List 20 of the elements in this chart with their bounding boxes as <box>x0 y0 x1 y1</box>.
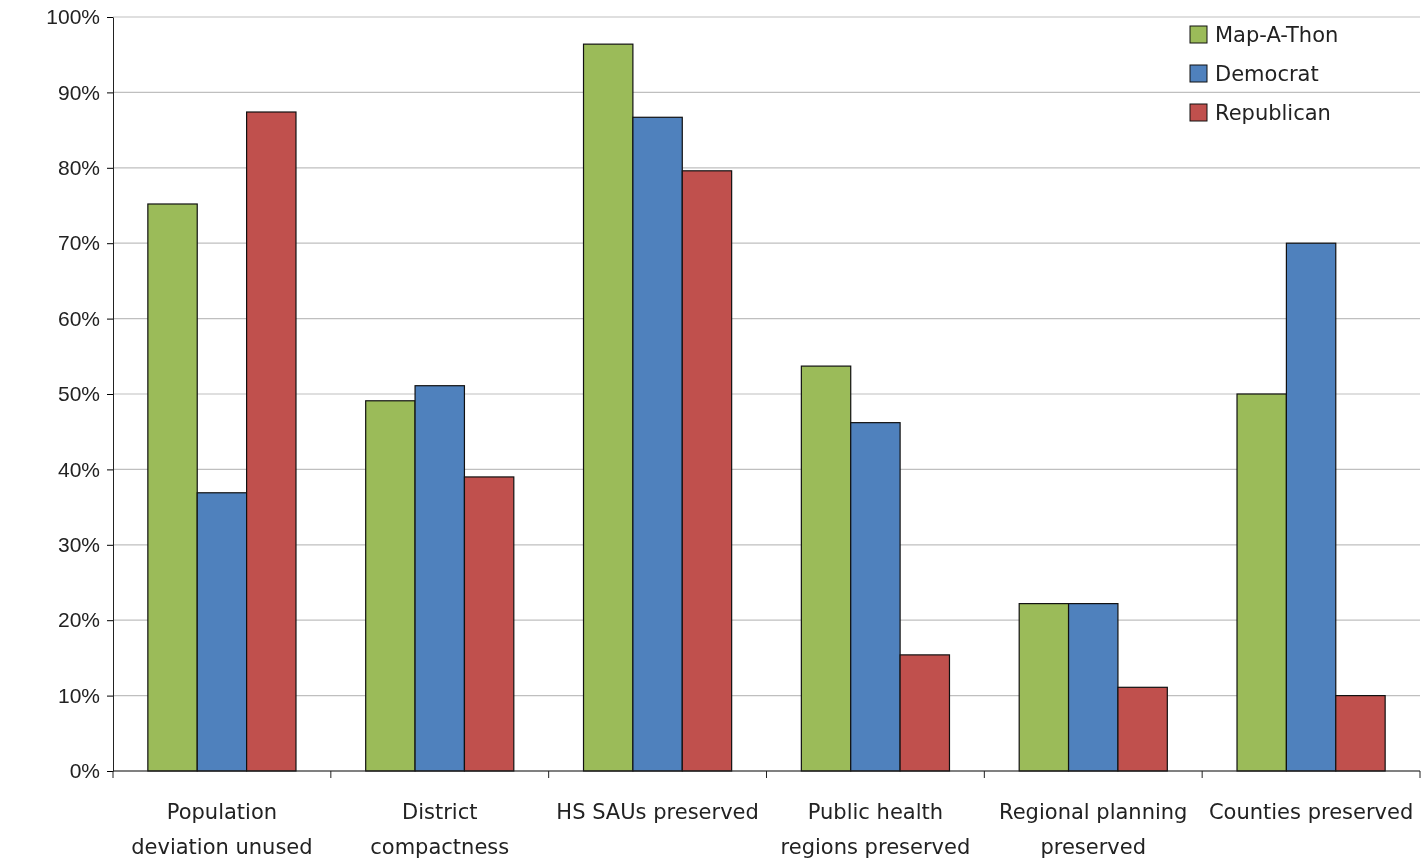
y-tick-label: 100% <box>46 5 100 29</box>
y-tick-label: 20% <box>57 608 100 632</box>
x-tick-label: HS SAUs preserved <box>556 800 759 824</box>
y-tick-label: 30% <box>57 533 100 557</box>
y-tick-label: 10% <box>57 683 100 707</box>
y-tick-label: 90% <box>57 80 100 104</box>
x-tick-label: Population deviation unused <box>131 800 313 859</box>
y-tick-label: 70% <box>57 231 100 255</box>
y-tick-label: 80% <box>57 156 100 180</box>
x-tick-label: Regional planning preserved <box>999 800 1188 859</box>
y-tick-label: 50% <box>57 382 100 406</box>
legend-label: Republican <box>1215 101 1331 125</box>
y-tick-label: 60% <box>57 306 100 330</box>
x-tick-label: Counties preserved <box>1208 800 1414 824</box>
legend-label: Map-A-Thon <box>1215 23 1339 47</box>
y-tick-label: 0% <box>69 759 100 783</box>
x-tick-label: District compactness <box>370 800 510 859</box>
y-tick-label: 40% <box>57 457 100 481</box>
x-tick-label: Public health regions preserved <box>780 800 971 859</box>
legend-label: Democrat <box>1215 62 1319 86</box>
